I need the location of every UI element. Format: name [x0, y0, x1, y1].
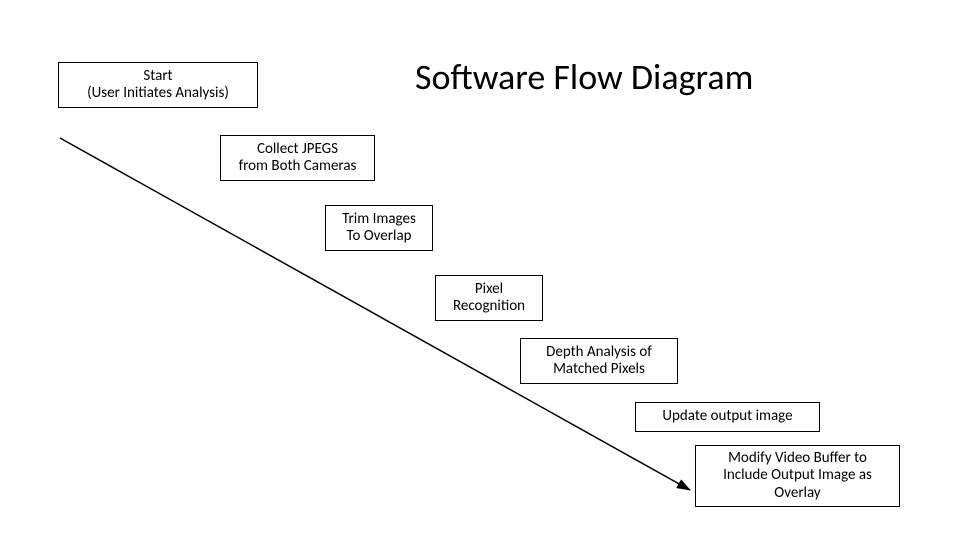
node-pixel: Pixel Recognition [435, 275, 543, 321]
node-depth: Depth Analysis of Matched Pixels [520, 338, 678, 384]
node-collect: Collect JPEGS from Both Cameras [220, 135, 375, 181]
node-trim: Trim Images To Overlap [325, 205, 433, 251]
node-start: Start (User Initiates Analysis) [58, 62, 258, 108]
node-update: Update output image [635, 402, 820, 432]
diagram-title: Software Flow Diagram [415, 55, 753, 99]
diagram-stage: Software Flow Diagram Start (User Initia… [0, 0, 960, 540]
node-modify: Modify Video Buffer to Include Output Im… [695, 445, 900, 507]
